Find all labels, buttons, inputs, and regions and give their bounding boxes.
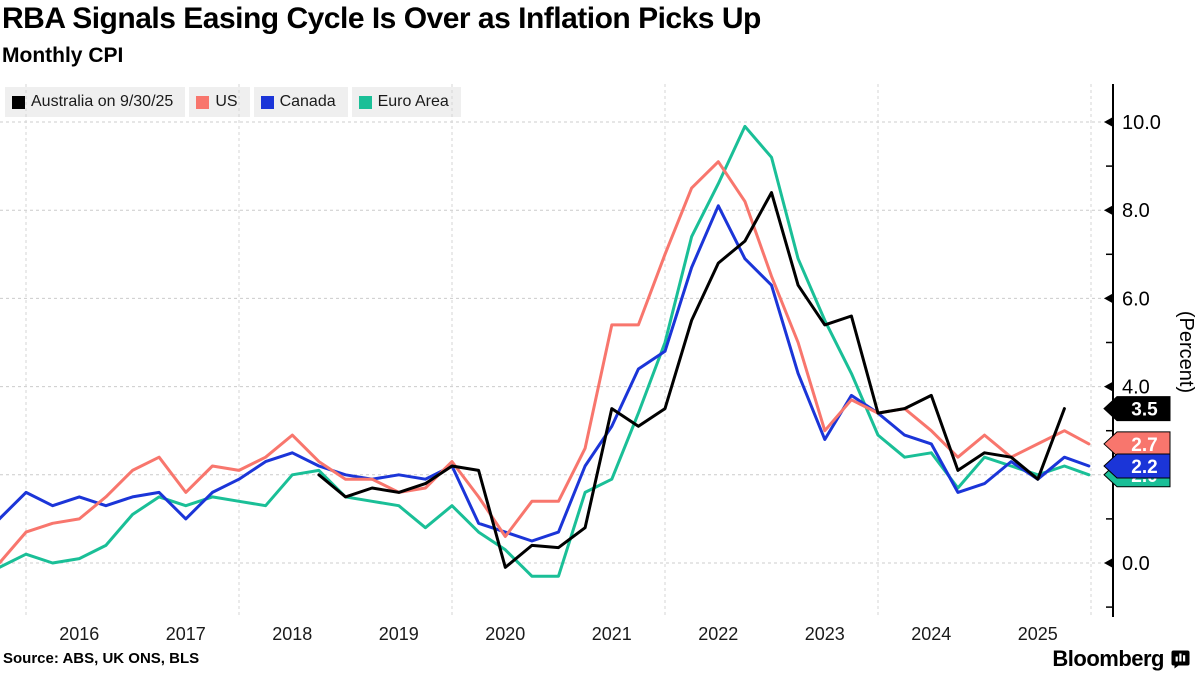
end-value-tag — [1103, 453, 1171, 479]
chart-subtitle: Monthly CPI — [2, 44, 124, 67]
y-axis-tick-label: 6.0 — [1122, 288, 1150, 310]
y-axis-unit-label: (Percent) — [1175, 311, 1197, 393]
bloomberg-wordmark: Bloomberg — [1052, 646, 1164, 671]
legend-label-canada: Canada — [279, 93, 336, 110]
legend-item-us: US — [189, 87, 250, 117]
y-axis-major-tick — [1104, 381, 1113, 392]
legend-label-us: US — [215, 93, 238, 110]
bloomberg-terminal-icon — [1171, 650, 1190, 668]
legend-item-australia: Australia on 9/30/25 — [5, 87, 186, 117]
legend: Australia on 9/30/25 US Canada Euro Area — [5, 87, 461, 117]
x-axis-tick-label: 2019 — [379, 624, 419, 644]
page-title: RBA Signals Easing Cycle Is Over as Infl… — [2, 2, 761, 35]
y-axis-tick-label: 8.0 — [1122, 200, 1150, 222]
y-axis-tick-label: 10.0 — [1122, 112, 1161, 134]
legend-item-euro-area: Euro Area — [351, 87, 461, 117]
bloomberg-logo: Bloomberg — [1052, 646, 1190, 672]
x-axis-tick-label: 2018 — [272, 624, 312, 644]
y-axis-major-tick — [1104, 558, 1113, 568]
x-axis-tick-label: 2016 — [59, 624, 99, 644]
x-axis-tick-label: 2017 — [166, 624, 206, 644]
end-value-tag — [1103, 431, 1171, 457]
series-line-canada — [0, 204, 1091, 543]
australia-swatch — [12, 95, 25, 109]
legend-label-australia: Australia on 9/30/25 — [31, 93, 174, 110]
x-axis-tick-label: 2020 — [485, 624, 525, 644]
source-note: Source: ABS, UK ONS, BLS — [3, 650, 200, 667]
us-swatch — [196, 95, 210, 109]
end-value-tag-label: 2.7 — [1131, 435, 1157, 456]
y-axis-major-tick — [1104, 293, 1113, 304]
y-axis-tick-label: 0.0 — [1122, 553, 1150, 575]
y-axis-tick-label: 4.0 — [1122, 377, 1150, 399]
series-line-euro-area — [0, 124, 1091, 578]
end-value-tag-label: 3.5 — [1131, 400, 1158, 421]
y-axis-major-tick — [1104, 205, 1113, 216]
x-axis-tick-label: 2021 — [592, 624, 632, 644]
y-axis-major-tick — [1104, 117, 1113, 127]
series-line-australia-on-9-30-25 — [317, 191, 1066, 569]
end-value-tag — [1103, 396, 1171, 422]
x-axis-tick-label: 2025 — [1018, 624, 1058, 644]
x-axis-tick-label: 2023 — [805, 624, 845, 644]
series-line-us — [0, 160, 1091, 565]
canada-swatch — [260, 95, 274, 109]
x-axis-tick-label: 2024 — [911, 624, 951, 644]
end-value-tag-label: 2.2 — [1131, 457, 1157, 478]
legend-label-euro-area: Euro Area — [377, 93, 449, 110]
legend-item-canada: Canada — [253, 87, 348, 117]
euro-area-swatch — [358, 95, 372, 109]
x-axis-tick-label: 2022 — [698, 624, 738, 644]
